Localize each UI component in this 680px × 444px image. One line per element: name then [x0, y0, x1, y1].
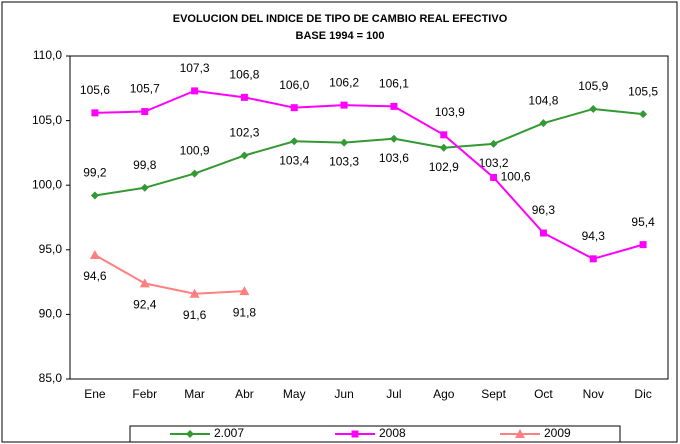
marker	[139, 278, 150, 288]
data-label: 94,6	[83, 269, 107, 283]
data-label: 103,9	[435, 105, 465, 119]
legend-label: 2.007	[214, 426, 244, 440]
marker	[639, 241, 647, 249]
data-label: 105,9	[578, 79, 608, 93]
data-label: 106,8	[229, 68, 259, 82]
data-label: 94,3	[582, 229, 606, 243]
x-tick-label: Ene	[84, 387, 106, 401]
marker	[589, 104, 598, 113]
legend-label: 2008	[379, 426, 406, 440]
x-tick-label: Nov	[583, 387, 604, 401]
data-label: 100,6	[501, 170, 531, 184]
marker	[191, 87, 199, 95]
y-tick-label: 110,0	[33, 48, 62, 62]
x-tick-label: Ago	[433, 387, 455, 401]
plot-area	[69, 55, 669, 380]
chart-subtitle: BASE 1994 = 100	[296, 30, 385, 42]
marker	[140, 183, 149, 192]
x-tick-label: Febr	[132, 387, 157, 401]
marker	[340, 101, 348, 109]
y-tick-label: 95,0	[39, 242, 63, 256]
marker	[489, 139, 498, 148]
marker	[515, 429, 525, 438]
data-label: 91,6	[183, 308, 207, 322]
y-tick-label: 90,0	[39, 307, 63, 321]
marker	[186, 430, 194, 438]
x-tick-label: Abr	[235, 387, 254, 401]
marker	[440, 131, 448, 139]
marker	[539, 229, 547, 237]
chart-title: EVOLUCION DEL INDICE DE TIPO DE CAMBIO R…	[173, 13, 508, 25]
data-label: 99,8	[133, 158, 157, 172]
marker	[351, 430, 359, 438]
marker	[190, 169, 199, 178]
data-label: 100,9	[180, 144, 210, 158]
marker	[589, 255, 597, 263]
marker	[490, 173, 498, 181]
data-label: 106,1	[379, 77, 409, 91]
marker	[90, 191, 99, 200]
data-label: 106,2	[329, 75, 359, 89]
data-label: 103,6	[379, 151, 409, 165]
series-line	[94, 89, 644, 260]
legend-label: 2009	[544, 426, 571, 440]
data-label: 99,2	[83, 166, 107, 180]
x-tick-label: Oct	[534, 387, 553, 401]
x-tick-label: Mar	[184, 387, 205, 401]
marker	[389, 134, 398, 143]
data-label: 96,3	[532, 203, 556, 217]
marker	[189, 288, 200, 298]
marker	[91, 109, 99, 117]
marker	[239, 286, 250, 296]
marker	[89, 249, 100, 259]
marker	[290, 137, 299, 146]
marker	[639, 110, 648, 119]
marker	[390, 102, 398, 110]
marker	[141, 108, 149, 116]
data-label: 105,6	[80, 83, 110, 97]
data-label: 103,2	[479, 156, 509, 170]
marker	[240, 93, 248, 101]
marker	[340, 138, 349, 147]
data-label: 95,4	[631, 215, 655, 229]
data-label: 106,0	[279, 78, 309, 92]
data-label: 105,5	[628, 84, 658, 98]
marker	[539, 119, 548, 128]
marker	[439, 143, 448, 152]
x-tick-label: Dic	[634, 387, 651, 401]
x-tick-label: Sept	[481, 387, 506, 401]
data-label: 103,4	[279, 153, 309, 167]
y-tick-label: 105,0	[32, 113, 62, 127]
data-label: 107,3	[180, 61, 210, 75]
data-label: 104,8	[528, 93, 558, 107]
x-tick-label: Jul	[386, 387, 401, 401]
y-tick-label: 85,0	[39, 371, 63, 385]
series-line	[94, 107, 644, 197]
data-label: 105,7	[130, 82, 160, 96]
data-label: 103,3	[329, 155, 359, 169]
data-label: 92,4	[133, 298, 157, 312]
series-line	[94, 254, 245, 295]
x-tick-label: May	[283, 387, 306, 401]
data-label: 102,9	[429, 160, 459, 174]
marker	[290, 104, 298, 112]
y-tick-label: 100,0	[32, 177, 62, 191]
data-label: 91,8	[233, 305, 257, 319]
data-label: 102,3	[229, 126, 259, 140]
marker	[240, 151, 249, 160]
x-tick-label: Jun	[334, 387, 353, 401]
